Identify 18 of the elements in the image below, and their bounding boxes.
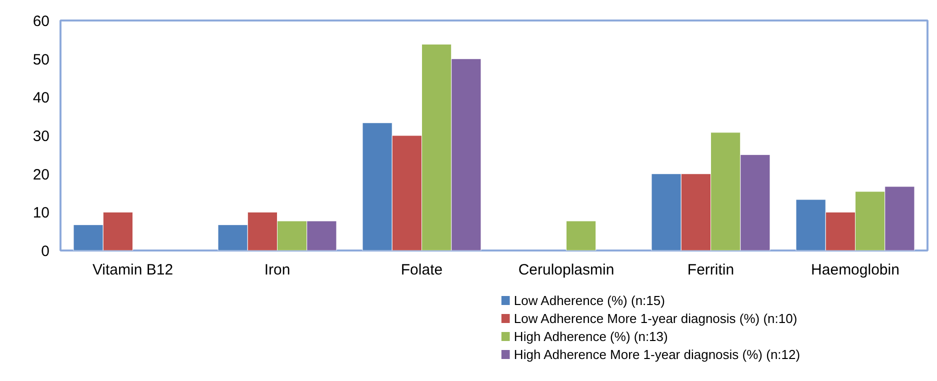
x-tick-label: Iron [264,262,290,278]
y-tick-label: 40 [32,90,50,107]
x-tick-label: Ferritin [687,262,734,278]
x-tick-label: Ceruloplasmin [518,262,614,278]
y-tick-label: 20 [32,166,50,184]
y-tick-label: 0 [41,243,50,260]
legend-label: Low Adherence More 1-year diagnosis (%) (n:10) [514,311,798,326]
y-tick-label: 10 [32,204,50,222]
legend-label: High Adherence More 1-year diagnosis (%) (n:12) [514,347,800,362]
y-tick-label: 60 [32,13,50,30]
bar [566,220,596,250]
x-tick-label: Haemoglobin [811,262,900,278]
x-tick-label: Folate [400,262,443,278]
x-tick-label: Vitamin B12 [92,262,174,278]
y-tick-label: 50 [32,51,50,68]
legend-label: Low Adherence (%) (n:15) [514,293,665,308]
legend-label: High Adherence (%) (n:13) [514,329,668,344]
y-tick-label: 30 [32,128,50,145]
